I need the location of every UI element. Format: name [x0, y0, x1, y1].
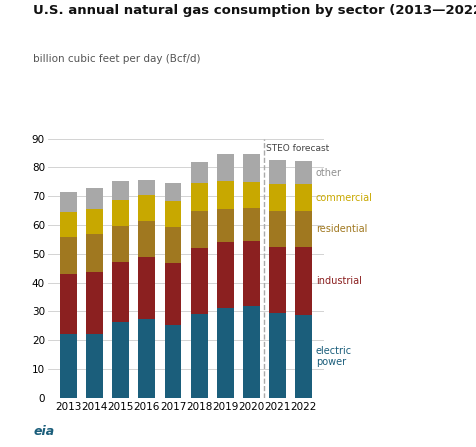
Bar [112, 322, 129, 398]
Text: eia: eia [33, 425, 54, 438]
Bar [164, 183, 181, 201]
Bar [60, 236, 77, 274]
Bar [60, 212, 77, 236]
Bar [242, 306, 259, 398]
Bar [86, 334, 103, 398]
Text: U.S. annual natural gas consumption by sector (2013—2022): U.S. annual natural gas consumption by s… [33, 4, 476, 17]
Bar [86, 272, 103, 334]
Bar [190, 248, 207, 314]
Bar [268, 313, 285, 398]
Bar [190, 162, 207, 183]
Bar [86, 188, 103, 210]
Bar [164, 227, 181, 263]
Text: commercial: commercial [315, 193, 372, 203]
Bar [164, 201, 181, 227]
Bar [190, 314, 207, 398]
Text: residential: residential [315, 224, 367, 235]
Bar [268, 211, 285, 247]
Bar [294, 248, 311, 315]
Bar [216, 154, 233, 181]
Bar [164, 263, 181, 325]
Bar [164, 325, 181, 398]
Bar [112, 226, 129, 262]
Bar [138, 195, 155, 221]
Bar [86, 235, 103, 272]
Text: other: other [315, 168, 341, 177]
Bar [242, 241, 259, 306]
Bar [138, 257, 155, 319]
Bar [268, 184, 285, 211]
Bar [216, 242, 233, 308]
Bar [242, 154, 259, 182]
Bar [138, 221, 155, 257]
Bar [216, 181, 233, 209]
Text: electric
power: electric power [315, 346, 351, 367]
Bar [268, 160, 285, 184]
Bar [190, 211, 207, 248]
Bar [112, 200, 129, 226]
Text: billion cubic feet per day (Bcf/d): billion cubic feet per day (Bcf/d) [33, 54, 200, 63]
Bar [268, 247, 285, 313]
Text: industrial: industrial [315, 276, 361, 287]
Bar [112, 181, 129, 200]
Bar [138, 180, 155, 195]
Bar [86, 210, 103, 235]
Bar [242, 208, 259, 241]
Bar [294, 184, 311, 211]
Bar [216, 209, 233, 242]
Bar [60, 192, 77, 212]
Bar [294, 211, 311, 248]
Bar [60, 274, 77, 334]
Bar [242, 182, 259, 208]
Bar [138, 319, 155, 398]
Bar [112, 262, 129, 322]
Bar [294, 161, 311, 184]
Bar [60, 334, 77, 398]
Bar [216, 308, 233, 398]
Bar [190, 183, 207, 211]
Text: STEO forecast: STEO forecast [265, 144, 328, 153]
Bar [294, 315, 311, 398]
